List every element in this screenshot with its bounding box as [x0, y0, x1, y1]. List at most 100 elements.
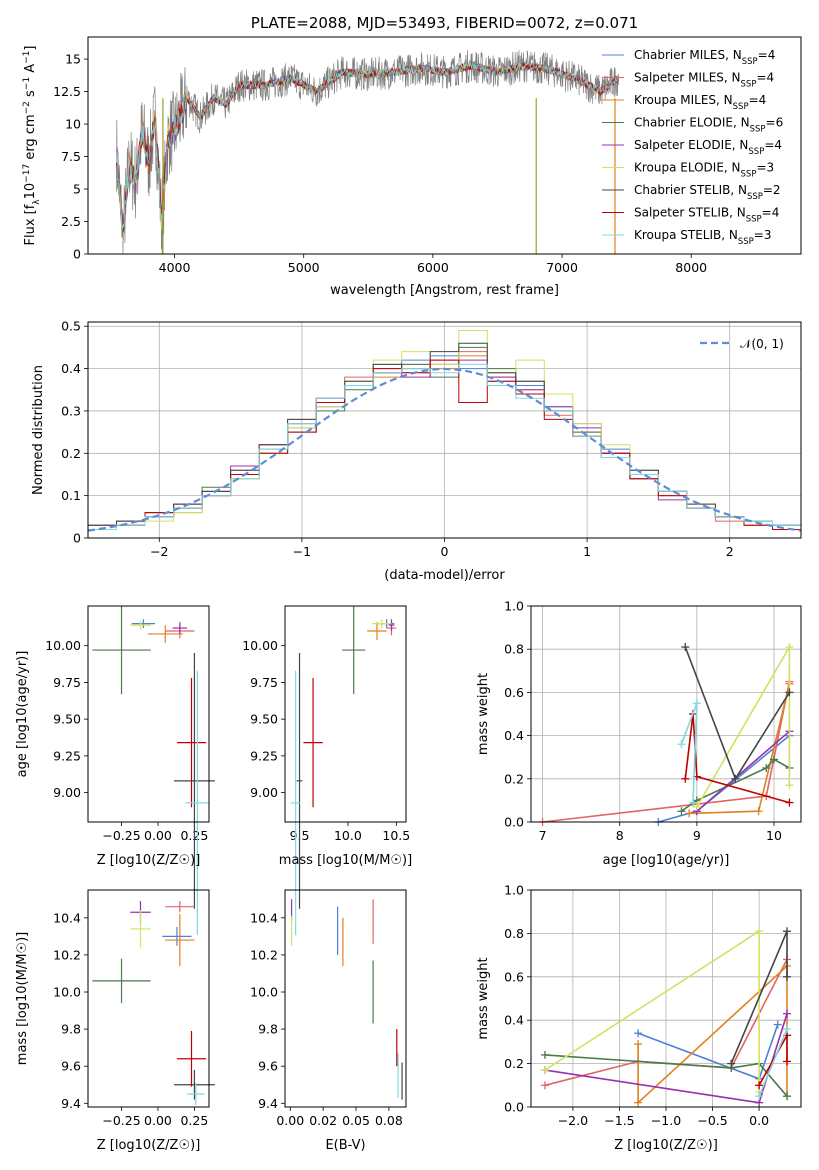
y-label-part: −2 [22, 101, 32, 114]
series-line [637, 1024, 779, 1080]
legend-name: Salpeter ELODIE, N [634, 138, 748, 152]
legend-label: 𝒩(0, 1) [740, 337, 784, 351]
legend-name: Salpeter MILES, N [634, 71, 741, 85]
x-axis-label: (data-model)/error [384, 568, 505, 583]
legend-value: =2 [763, 183, 781, 197]
legend-value: =4 [762, 206, 780, 220]
y-label-part: −1 [22, 51, 32, 64]
x-tick-label: 0.05 [342, 1113, 370, 1128]
legend-label: Salpeter STELIB, NSSP=4 [634, 206, 779, 225]
x-tick-label: 7 [539, 828, 547, 843]
legend-sub: SSP [747, 192, 763, 202]
legend-name: Kroupa MILES, N [634, 93, 733, 107]
weight_vs_age-panel: 7 8 9 10 0.0 0.2 0.4 0.6 0.8 1.0 age [log10(age/yr… [476, 599, 802, 868]
y-tick-label: 10.00 [242, 638, 278, 653]
series-line [758, 1032, 788, 1086]
y-tick-label: 9.50 [53, 712, 81, 727]
series-line [758, 1028, 788, 1097]
x-axis-label: Z [log10(Z/Z☉)] [97, 853, 201, 868]
legend-name: Chabrier MILES, N [634, 48, 742, 62]
y-tick-label: 9.8 [61, 1022, 81, 1037]
axes-frame [530, 605, 802, 823]
y-axis-label: mass weight [476, 673, 491, 755]
legend-name: Chabrier STELIB, N [634, 183, 747, 197]
legend-value: =4 [749, 93, 767, 107]
y-tick-label: 0.0 [504, 815, 524, 830]
x-axis-label: age [log10(age/yr)] [603, 853, 730, 868]
axes-frame [530, 889, 802, 1108]
y-tick-label: 7.5 [61, 149, 81, 164]
y-tick-label: 0.5 [61, 319, 81, 334]
y-tick-label: 0.4 [504, 728, 524, 743]
y-label-part: −1 [22, 77, 32, 90]
y-axis-label: mass weight [476, 957, 491, 1039]
y-axis-label: mass [log10(M/M☉)] [15, 932, 30, 1065]
x-tick-label: −1 [293, 544, 311, 559]
x-tick-label: 8000 [675, 260, 707, 275]
axes-frame [87, 605, 210, 823]
x-axis-label: wavelength [Angstrom, rest frame] [330, 283, 559, 298]
x-tick-label: 0.25 [180, 1113, 208, 1128]
x-tick-label: 0.08 [375, 1113, 403, 1128]
y-label-part: −17 [22, 164, 32, 183]
legend-sub: SSP [741, 170, 757, 180]
legend-sub: SSP [733, 102, 749, 112]
y-tick-label: 0 [73, 531, 81, 546]
legend-value: =4 [764, 138, 782, 152]
y-tick-label: 1.0 [504, 599, 524, 614]
legend-name: Kroupa STELIB, N [634, 228, 738, 242]
y-tick-label: 9.75 [53, 675, 81, 690]
observed-spectrum-line [116, 50, 619, 254]
y-tick-label: 0.4 [504, 1013, 524, 1028]
y-tick-label: 0.8 [504, 926, 524, 941]
legend-label: Salpeter MILES, NSSP=4 [634, 71, 774, 90]
mass_vs_ebv-panel: 0.00 0.02 0.05 0.08 9.4 9.6 9.8 10.0 10.2 10.4 E(B… [250, 889, 407, 1153]
y-tick-label: 0.6 [504, 685, 524, 700]
legend-value: =3 [756, 161, 774, 175]
y-tick-label: 0.8 [504, 642, 524, 657]
spectrum-plot-area [116, 50, 619, 254]
legend-label: Kroupa ELODIE, NSSP=3 [634, 161, 774, 180]
y-label-part: s [23, 90, 38, 101]
x-tick-label: 7000 [546, 260, 578, 275]
x-axis-label: mass [log10(M/M☉)] [279, 853, 412, 868]
model-spectrum-line [116, 61, 619, 230]
y-tick-label: 9.50 [250, 712, 278, 727]
legend-label: Kroupa STELIB, NSSP=3 [634, 228, 772, 247]
y-tick-label: 9.00 [250, 785, 278, 800]
x-tick-label: −2.0 [558, 1113, 588, 1128]
x-axis-label: Z [log10(Z/Z☉)] [614, 1138, 718, 1153]
legend-name: Salpeter STELIB, N [634, 206, 746, 220]
x-tick-label: 2 [726, 544, 734, 559]
x-tick-label: 0.00 [144, 1113, 172, 1128]
x-tick-label: 9 [693, 828, 701, 843]
y-label-part: 10 [23, 183, 38, 200]
legend-sub: SSP [742, 57, 758, 67]
y-tick-label: 12.5 [53, 84, 81, 99]
legend-label: Chabrier STELIB, NSSP=2 [634, 183, 781, 202]
y-tick-label: 10.00 [45, 638, 81, 653]
legend-sub: SSP [750, 125, 766, 135]
y-tick-label: 15 [65, 52, 81, 67]
y-axis-label: Normed distribution [31, 365, 46, 495]
legend-name: Kroupa ELODIE, N [634, 161, 741, 175]
y-label-part: A [23, 64, 38, 77]
x-tick-label: −1.0 [651, 1113, 681, 1128]
y-tick-label: 0.2 [504, 771, 524, 786]
x-tick-label: −0.25 [102, 828, 140, 843]
legend-sub: SSP [741, 80, 757, 90]
y-tick-label: 10.0 [53, 985, 81, 1000]
x-tick-label: −2 [150, 544, 168, 559]
series-line [696, 730, 790, 812]
x-tick-label: 0.0 [749, 1113, 769, 1128]
y-tick-label: 10.2 [250, 947, 278, 962]
axes-frame [87, 36, 802, 255]
legend-value: =6 [766, 116, 784, 130]
x-axis-label: Z [log10(Z/Z☉)] [97, 1138, 201, 1153]
y-tick-label: 9.25 [53, 748, 81, 763]
x-tick-label: −0.25 [102, 1113, 140, 1128]
y-tick-label: 0.1 [61, 488, 81, 503]
y-tick-label: 0.4 [61, 361, 81, 376]
y-tick-label: 2.5 [61, 214, 81, 229]
